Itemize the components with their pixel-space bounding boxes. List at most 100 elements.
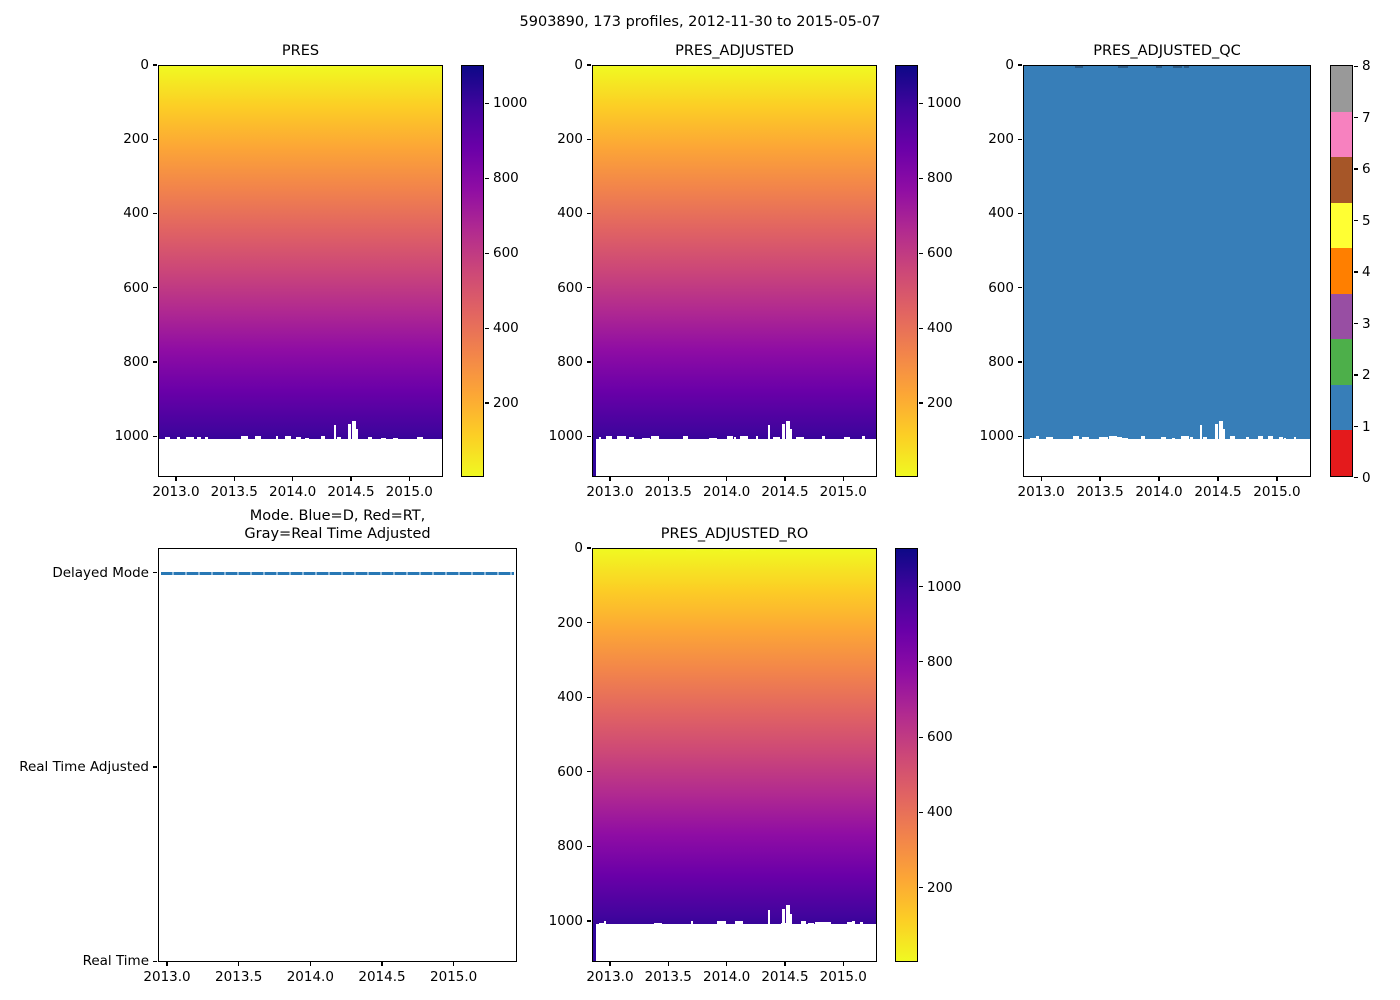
no-data-gap [1268, 436, 1273, 442]
colorbar-tick-mark [485, 327, 489, 329]
colorbar-tick-label: 800 [493, 170, 519, 187]
y-tick-mark [587, 138, 591, 140]
colorbar-tick-mark [919, 177, 923, 179]
no-data-gap [822, 921, 832, 927]
y-tick-mark [587, 771, 591, 773]
y-tick-label: 200 [557, 614, 583, 631]
y-tick-label: Real Time Adjusted [19, 759, 149, 775]
plot-mode-title-line1: Mode. Blue=D, Red=RT, [249, 508, 426, 524]
colorbar-tick-label: 0 [1362, 470, 1371, 486]
x-tick-mark [166, 962, 168, 966]
no-data-spike [782, 424, 786, 445]
colorbar-tick-label: 1 [1362, 418, 1371, 435]
x-tick-label: 2014.0 [703, 969, 751, 985]
no-data-gap [1036, 435, 1040, 442]
x-tick-label: 2013.5 [1076, 484, 1124, 500]
top-edge-mark [209, 66, 218, 68]
no-data-gap [617, 436, 627, 442]
no-data-gap [1172, 437, 1175, 444]
no-data-gap [1045, 437, 1054, 444]
qc-colorbar-segment-6 [1331, 157, 1352, 203]
colorbar-tick-label: 1000 [927, 95, 962, 112]
y-tick-label: 1000 [114, 428, 149, 445]
x-tick-mark [292, 477, 294, 481]
colorbar-tick-mark [1354, 425, 1358, 428]
top-edge-mark [252, 66, 263, 68]
no-data-gap [861, 436, 865, 441]
no-data-spike [785, 420, 790, 445]
x-tick-mark [667, 477, 669, 481]
colorbar-gradient [462, 66, 483, 476]
y-tick-label: 800 [557, 353, 583, 370]
no-data-spike [782, 908, 786, 930]
x-tick-mark [1217, 477, 1219, 481]
colorbar-tick-mark [1354, 271, 1358, 273]
no-data-gap [417, 436, 424, 443]
plot-mode-title-line2: Gray=Real Time Adjusted [244, 526, 431, 542]
no-data-spike [1215, 424, 1219, 445]
no-data-gap [1283, 437, 1287, 443]
no-data-gap [1190, 437, 1194, 443]
no-data-spike [785, 905, 790, 930]
no-data-gap [852, 920, 856, 927]
y-tick-label: 400 [557, 205, 583, 222]
colorbar-tick-mark [485, 402, 489, 404]
no-data-gap [1082, 437, 1089, 444]
colorbar-tick-mark [1354, 168, 1358, 170]
y-tick-label: 0 [574, 540, 583, 556]
colorbar-tick-mark [919, 327, 923, 329]
no-data-gap [1073, 436, 1080, 441]
no-data-gap [598, 922, 607, 930]
x-tick-label: 2014.0 [286, 969, 334, 985]
colorbar-tick-mark [1354, 66, 1358, 68]
x-tick-mark [842, 962, 844, 966]
y-tick-mark [587, 845, 591, 847]
no-data-gap [843, 437, 850, 444]
no-data-gap [320, 436, 325, 441]
y-tick-label: 1000 [979, 428, 1014, 445]
pres-adjusted-axes [592, 65, 877, 477]
y-tick-label: 400 [988, 205, 1014, 222]
x-tick-mark [784, 477, 786, 481]
mode-axes [158, 548, 517, 962]
no-data-gap [1099, 437, 1108, 443]
y-tick-label: Real Time [82, 953, 149, 970]
no-data-spike [1218, 420, 1223, 445]
x-tick-label: 2015.0 [1253, 484, 1301, 500]
y-tick-label: 800 [123, 353, 149, 370]
no-data-spike [351, 420, 356, 445]
no-data-gap [275, 436, 279, 442]
y-tick-mark [587, 621, 591, 624]
colorbar-tick-label: 2 [1362, 367, 1371, 383]
no-data-gap [653, 922, 662, 929]
y-tick-label: 1000 [548, 912, 583, 929]
no-data-spike [767, 910, 770, 930]
y-tick-mark [587, 696, 591, 698]
no-data-gap [1245, 437, 1249, 443]
colorbar-tick-label: 200 [493, 395, 519, 412]
top-edge-mark [1118, 66, 1129, 68]
qc-colorbar-segment-7 [1331, 111, 1352, 158]
y-tick-mark [153, 287, 157, 289]
no-data-gap [336, 437, 342, 444]
x-tick-label: 2014.0 [1135, 484, 1183, 500]
colorbar-tick-label: 6 [1362, 161, 1371, 177]
no-data-gap [801, 921, 807, 926]
top-edge-mark [686, 66, 697, 68]
colorbar-tick-mark [919, 736, 923, 738]
y-tick-mark [1018, 138, 1022, 140]
plot-pres-adjusted-ro-title: PRES_ADJUSTED_RO [660, 526, 809, 542]
top-edge-mark [643, 66, 652, 68]
colorbar-tick-mark [1354, 374, 1358, 376]
colorbar-tick-mark [1354, 322, 1358, 325]
no-data-spike [788, 429, 792, 445]
x-tick-mark [1276, 477, 1278, 481]
y-tick-mark [153, 766, 157, 768]
pressure-heatmap [593, 549, 876, 924]
y-tick-mark [587, 287, 591, 289]
qc-colorbar-segment-0 [1331, 430, 1352, 476]
top-edge-mark [1172, 66, 1182, 68]
no-data-gap [177, 436, 180, 443]
y-tick-label: 200 [988, 131, 1014, 148]
